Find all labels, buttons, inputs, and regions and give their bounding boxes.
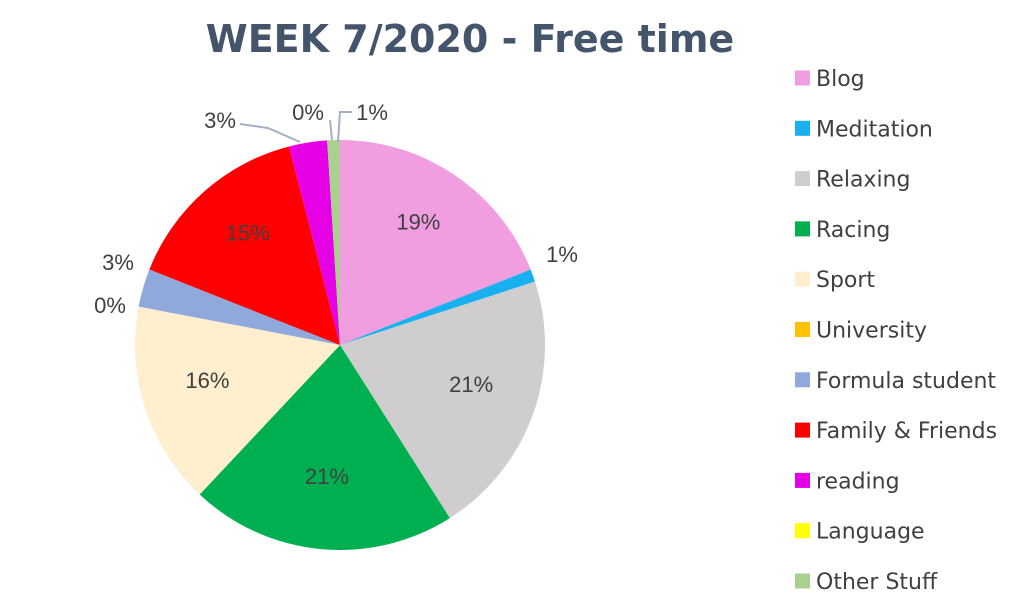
leader-line xyxy=(329,119,333,141)
slice-racing xyxy=(199,345,450,550)
legend-swatch-formula-student xyxy=(795,372,810,388)
label-reading: 3% xyxy=(204,108,236,133)
legend-label-sport: Sport xyxy=(816,268,875,293)
legend-label-family-and-friends: Family & Friends xyxy=(816,419,997,444)
legend-swatch-language xyxy=(795,523,810,539)
leader-lines xyxy=(239,111,352,143)
slice-blog xyxy=(340,140,531,345)
legend-item-reading: reading xyxy=(795,469,900,494)
legend-swatch-other-stuff xyxy=(795,573,810,589)
legend-swatch-sport xyxy=(795,271,810,287)
legend-item-relaxing: Relaxing xyxy=(795,168,910,193)
legend-swatch-blog xyxy=(795,70,810,86)
label-meditation: 1% xyxy=(546,242,578,267)
chart-title: WEEK 7/2020 - Free time xyxy=(206,17,734,61)
label-formula-student: 3% xyxy=(102,250,134,275)
legend-swatch-relaxing xyxy=(795,171,810,187)
label-sport: 16% xyxy=(185,368,229,393)
data-labels: 19% 1% 21% 21% 16% 0% 3% 15% 3% 0% 1% xyxy=(94,100,578,489)
legend-item-university: University xyxy=(795,319,927,344)
slice-meditation xyxy=(340,269,535,345)
legend-item-other-stuff: Other Stuff xyxy=(795,570,938,595)
legend-swatch-university xyxy=(795,322,810,337)
legend-label-formula-student: Formula student xyxy=(816,369,996,394)
label-racing: 21% xyxy=(305,464,349,489)
legend-swatch-racing xyxy=(795,221,810,237)
slice-sport xyxy=(135,306,340,495)
label-other-stuff: 1% xyxy=(356,100,388,125)
legend-item-family-and-friends: Family & Friends xyxy=(795,419,997,444)
legend: Blog Meditation Relaxing Racing Sport Univers… xyxy=(795,67,997,595)
legend-label-relaxing: Relaxing xyxy=(816,168,910,193)
legend-swatch-family-and-friends xyxy=(795,422,810,438)
slice-family-and-friends xyxy=(149,146,340,345)
slice-reading xyxy=(289,140,340,345)
legend-label-racing: Racing xyxy=(816,218,890,243)
legend-item-sport: Sport xyxy=(795,268,875,293)
label-university: 0% xyxy=(94,293,126,318)
legend-label-reading: reading xyxy=(816,469,900,494)
legend-item-formula-student: Formula student xyxy=(795,369,996,394)
label-family-and-friends: 15% xyxy=(226,220,270,245)
legend-item-racing: Racing xyxy=(795,218,890,243)
label-language: 0% xyxy=(292,100,324,125)
legend-label-university: University xyxy=(816,319,927,344)
legend-label-other-stuff: Other Stuff xyxy=(816,570,938,595)
pie-slices xyxy=(135,140,545,550)
legend-item-meditation: Meditation xyxy=(795,117,933,142)
legend-label-meditation: Meditation xyxy=(816,117,933,142)
legend-label-language: Language xyxy=(816,520,925,545)
leader-line xyxy=(239,123,301,143)
label-blog: 19% xyxy=(396,210,440,235)
label-relaxing: 21% xyxy=(449,372,493,397)
legend-swatch-meditation xyxy=(795,120,810,136)
slice-other-stuff xyxy=(327,140,340,345)
slice-relaxing xyxy=(340,281,545,519)
legend-swatch-reading xyxy=(795,472,810,488)
slice-formula-student xyxy=(138,269,340,345)
leader-line xyxy=(337,111,352,143)
legend-item-language: Language xyxy=(795,520,925,545)
legend-item-blog: Blog xyxy=(795,67,865,92)
legend-label-blog: Blog xyxy=(816,67,865,92)
